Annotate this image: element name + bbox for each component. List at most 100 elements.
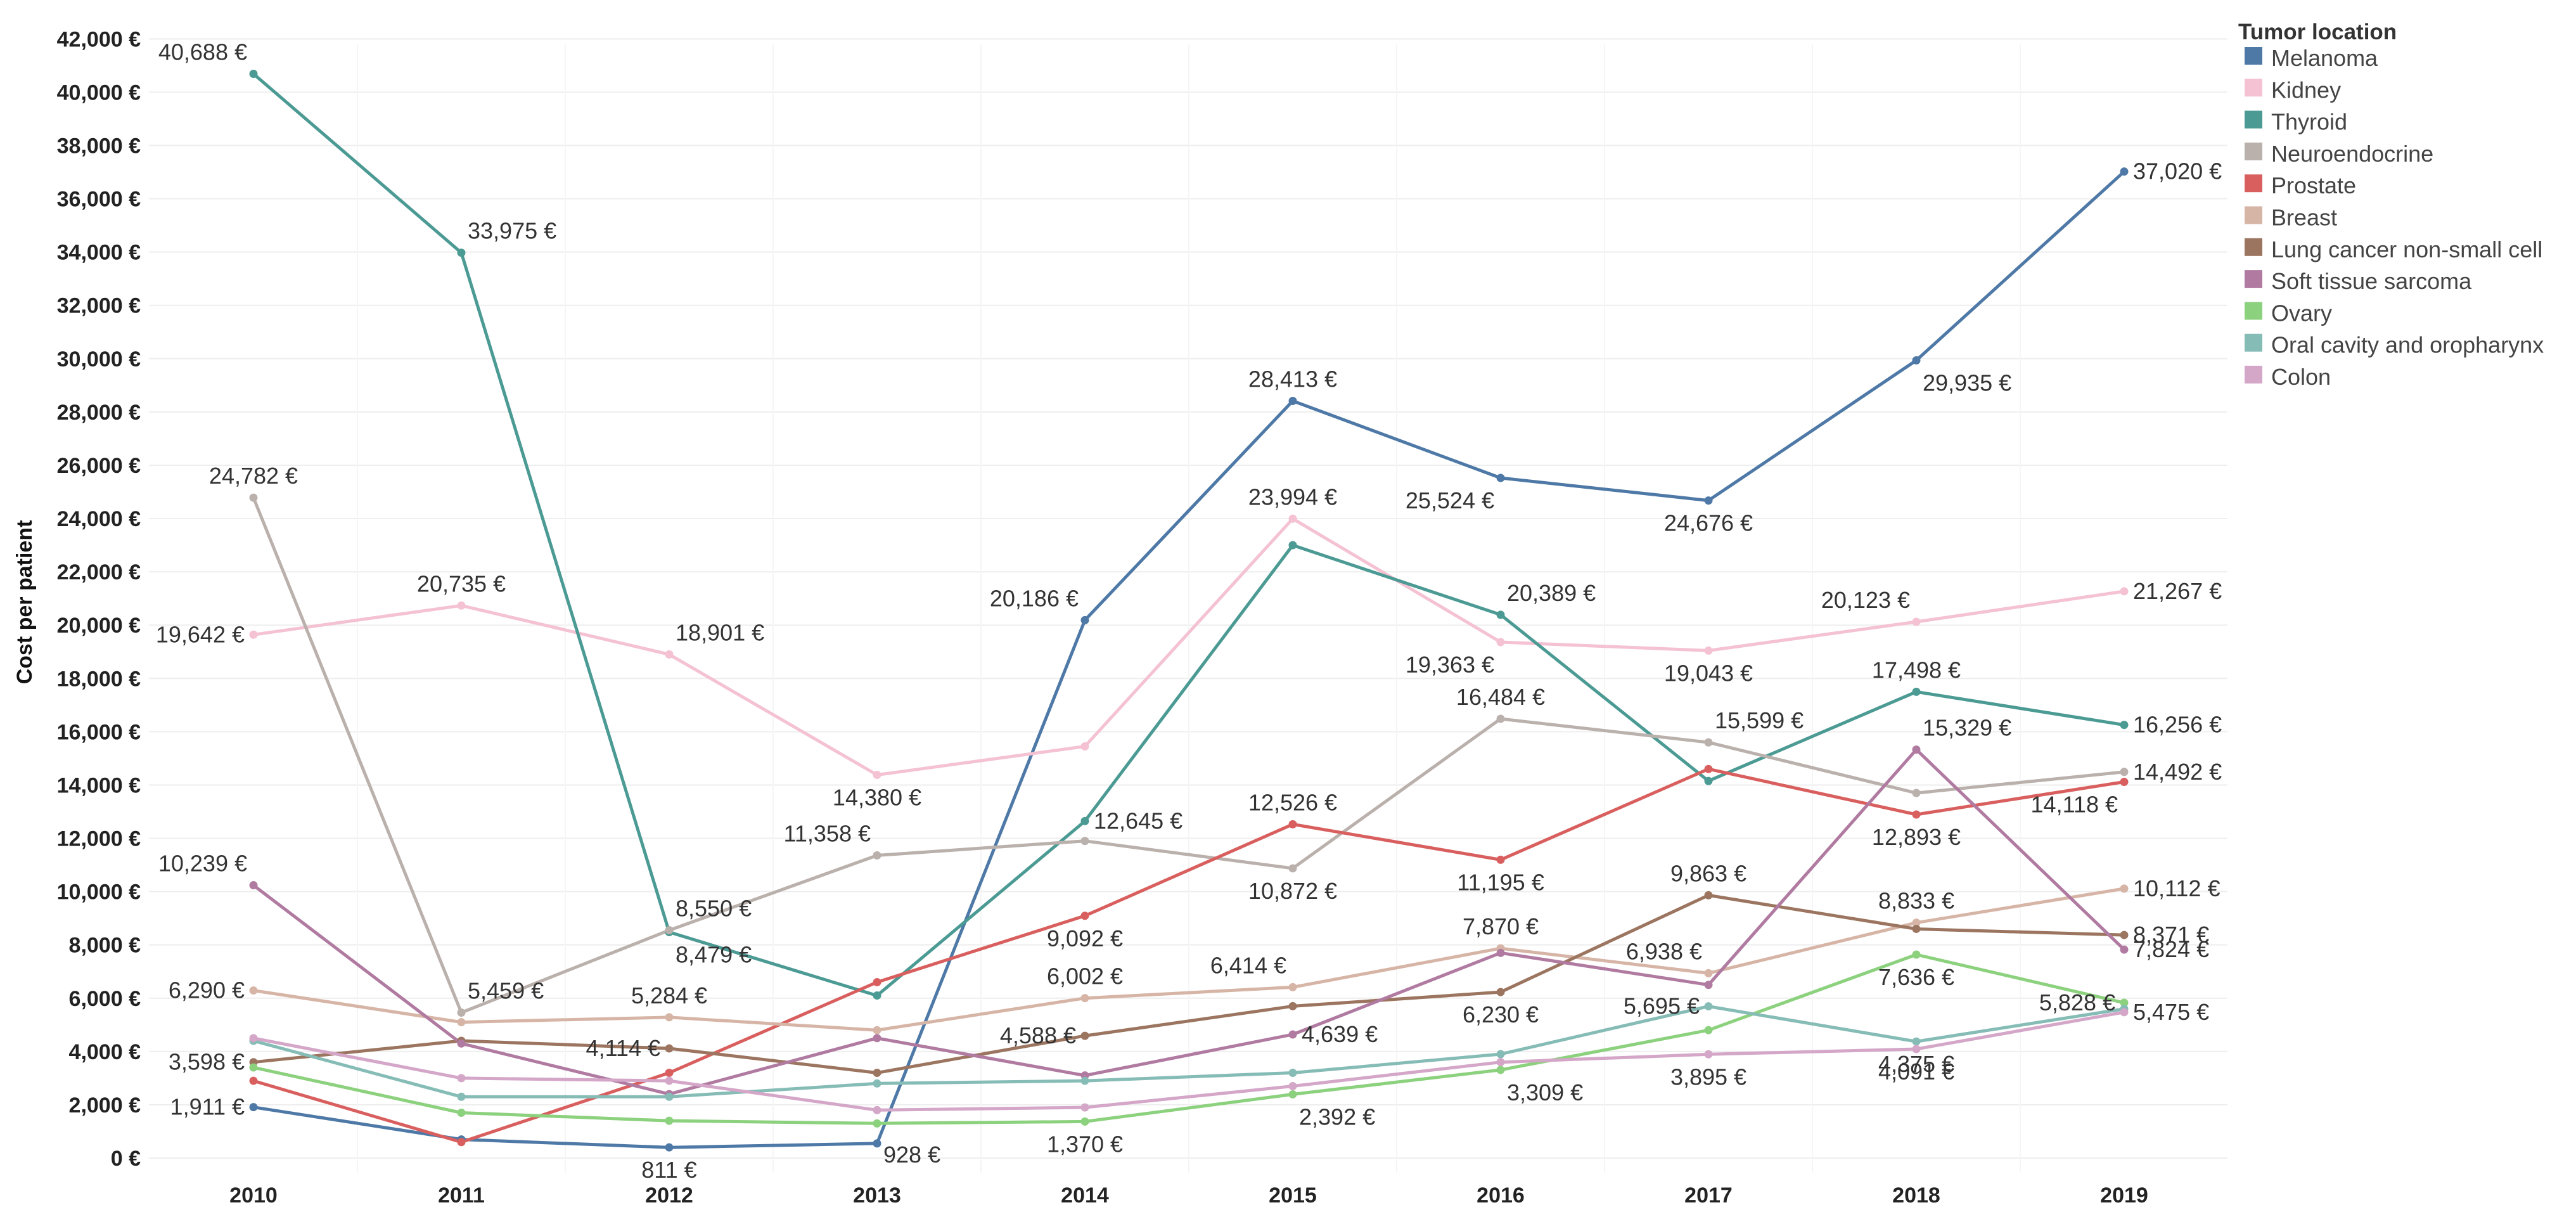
data-point (873, 1026, 881, 1034)
data-point (1912, 950, 1921, 959)
data-label: 14,380 € (833, 784, 921, 810)
data-point (249, 1063, 258, 1072)
data-point (1080, 615, 1089, 624)
data-point (1080, 816, 1089, 825)
series-line-thyroid (252, 72, 2125, 998)
data-point (1496, 638, 1505, 647)
data-label: 8,550 € (676, 896, 752, 922)
data-label: 24,782 € (209, 463, 298, 489)
legend-item-label: Thyroid (2271, 109, 2347, 135)
data-point (665, 1076, 674, 1085)
data-point (1496, 1058, 1505, 1067)
data-label: 12,645 € (1094, 808, 1182, 834)
data-label: 20,389 € (1507, 580, 1596, 606)
legend-item-label: Kidney (2271, 77, 2341, 103)
data-point (1080, 837, 1089, 846)
data-point (2120, 931, 2129, 939)
data-point (457, 601, 466, 610)
series-line-soft-tissue-sarcoma (252, 748, 2125, 1096)
data-point (1912, 810, 1921, 819)
legend-item-label: Breast (2271, 205, 2337, 231)
y-tick-label: 12,000 € (57, 827, 141, 851)
data-label: 6,290 € (169, 977, 245, 1003)
data-label: 14,492 € (2133, 759, 2222, 785)
data-point (2120, 587, 2129, 596)
y-tick-label: 34,000 € (57, 241, 141, 265)
series-line-kidney (253, 517, 2125, 776)
data-point (1288, 541, 1297, 550)
y-tick-label: 4,000 € (69, 1040, 141, 1064)
y-tick-label: 38,000 € (57, 134, 141, 158)
y-tick-label: 14,000 € (57, 773, 141, 797)
data-point (873, 1034, 881, 1043)
x-tick-label: 2013 (853, 1183, 901, 1208)
data-point (1288, 397, 1297, 406)
data-point (457, 1008, 466, 1017)
data-label: 18,901 € (676, 619, 764, 645)
series-line-lung-cancer-non-small-cell (253, 893, 2125, 1074)
x-tick-label: 2012 (645, 1183, 693, 1208)
data-point (1704, 1002, 1713, 1011)
data-point (1912, 356, 1921, 365)
series-points (249, 69, 2129, 1152)
series-line-melanoma (253, 170, 2125, 1149)
data-point (1704, 646, 1713, 655)
data-point (1704, 1050, 1713, 1059)
data-label: 16,484 € (1456, 684, 1545, 710)
data-point (249, 69, 258, 78)
data-point (665, 1143, 674, 1152)
data-point (1704, 764, 1713, 773)
legend-swatch (2245, 302, 2262, 320)
data-point (873, 991, 881, 1000)
data-label: 4,114 € (586, 1035, 660, 1061)
gridlines (149, 38, 2227, 1173)
data-label: 6,938 € (1626, 938, 1702, 964)
data-point (1288, 820, 1297, 828)
data-point (457, 1092, 466, 1101)
data-label: 19,043 € (1664, 660, 1753, 686)
data-point (249, 986, 258, 995)
data-label: 40,688 € (158, 39, 247, 65)
legend-item-label: Oral cavity and oropharynx (2271, 332, 2544, 358)
data-point (249, 1103, 258, 1112)
data-point (1496, 855, 1505, 864)
legend: Tumor location Melanoma Kidney Thyroid Neur… (2238, 20, 2544, 390)
data-point (1912, 617, 1921, 626)
data-label: 811 € (641, 1157, 696, 1183)
data-point (665, 650, 674, 659)
data-label: 11,195 € (1457, 869, 1544, 895)
data-point (1288, 1068, 1297, 1077)
data-point (2120, 998, 2129, 1007)
data-point (1080, 912, 1089, 920)
legend-item-label: Neuroendocrine (2271, 141, 2433, 167)
legend-item-label: Melanoma (2271, 45, 2378, 71)
data-label: 10,239 € (158, 851, 247, 877)
legend-item-label: Ovary (2271, 300, 2332, 326)
data-point (1704, 969, 1713, 977)
data-point (1080, 742, 1089, 751)
data-point (249, 493, 258, 502)
x-tick-label: 2018 (1892, 1183, 1940, 1208)
y-tick-label: 8,000 € (69, 934, 141, 958)
data-point (457, 248, 466, 257)
data-label: 5,828 € (2039, 989, 2115, 1015)
data-label: 6,230 € (1463, 1002, 1539, 1028)
data-label: 6,414 € (1210, 952, 1286, 978)
y-tick-label: 0 € (111, 1147, 141, 1171)
y-axis-label: Cost per patient (13, 520, 37, 685)
data-point (2120, 167, 2129, 176)
data-label: 15,329 € (1923, 715, 2011, 741)
data-point (1288, 1002, 1297, 1010)
data-point (457, 1074, 466, 1083)
y-tick-label: 20,000 € (57, 614, 141, 638)
legend-item-label: Prostate (2271, 172, 2356, 198)
data-label: 4,588 € (1000, 1022, 1076, 1048)
data-label: 5,459 € (468, 978, 544, 1004)
data-label: 8,479 € (676, 942, 752, 968)
data-label: 8,833 € (1878, 888, 1954, 914)
legend-swatch (2245, 206, 2262, 224)
series-line-prostate (253, 767, 2125, 1144)
x-tick-label: 2017 (1684, 1183, 1733, 1208)
series-line-neuroendocrine (252, 497, 2125, 1014)
data-label: 19,642 € (156, 621, 245, 647)
